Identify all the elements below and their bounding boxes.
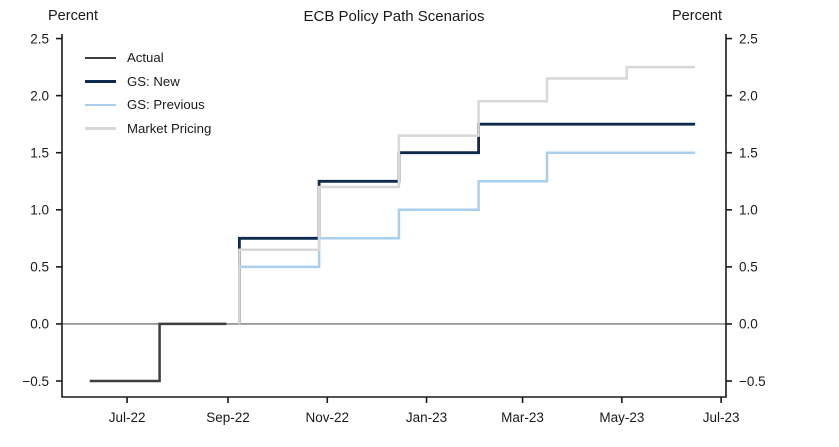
y-tick-label-right: −0.5 — [739, 374, 766, 389]
legend-label: GS: New — [127, 73, 180, 89]
legend-item-market-pricing: Market Pricing — [85, 120, 211, 138]
y-tick-label-left: 0.0 — [30, 317, 49, 332]
series-line-market-pricing — [238, 65, 696, 324]
x-tick-label: Jul-22 — [109, 410, 146, 425]
axis-spines — [61, 34, 727, 398]
y-tick-label-right: 1.5 — [739, 146, 758, 161]
y-tick-label-left: 1.5 — [30, 146, 49, 161]
x-tick-label: Mar-23 — [501, 410, 544, 425]
y-tick-label-right: 2.5 — [739, 31, 758, 46]
legend-swatch — [85, 79, 116, 83]
left-axis-title: Percent — [48, 8, 98, 24]
series-line-gs-new — [237, 122, 696, 324]
y-tick-label-right: 0.0 — [739, 317, 758, 332]
y-tick-label-left: 0.5 — [30, 260, 49, 275]
series-line-gs-previous — [238, 151, 696, 324]
y-tick-label-right: 2.0 — [739, 88, 758, 103]
legend: Actual GS: New GS: Previous Market Pricing — [85, 49, 211, 137]
x-tick-label: May-23 — [599, 410, 644, 425]
legend-item-gs-new: GS: New — [85, 73, 211, 91]
chart-title: ECB Policy Path Scenarios — [303, 8, 485, 25]
legend-label: Actual — [127, 50, 164, 66]
legend-label: Market Pricing — [127, 120, 212, 136]
y-tick-label-left: 1.0 — [30, 203, 49, 218]
y-tick-label-left: 2.5 — [30, 31, 49, 46]
legend-swatch — [85, 103, 116, 106]
series-line-actual — [89, 322, 227, 383]
y-tick-label-right: 1.0 — [739, 203, 758, 218]
legend-item-actual: Actual — [85, 49, 211, 67]
legend-swatch — [85, 127, 116, 130]
legend-swatch — [85, 56, 116, 59]
legend-item-gs-previous: GS: Previous — [85, 96, 211, 114]
x-tick-label: Jul-23 — [703, 410, 740, 425]
legend-label: GS: Previous — [127, 97, 205, 113]
y-tick-label-right: 0.5 — [739, 260, 758, 275]
x-tick-label: Sep-22 — [206, 410, 250, 425]
y-tick-label-left: −0.5 — [22, 374, 49, 389]
right-axis-title: Percent — [672, 8, 722, 24]
y-tick-label-left: 2.0 — [30, 88, 49, 103]
x-tick-label: Nov-22 — [306, 410, 350, 425]
x-tick-label: Jan-23 — [406, 410, 447, 425]
